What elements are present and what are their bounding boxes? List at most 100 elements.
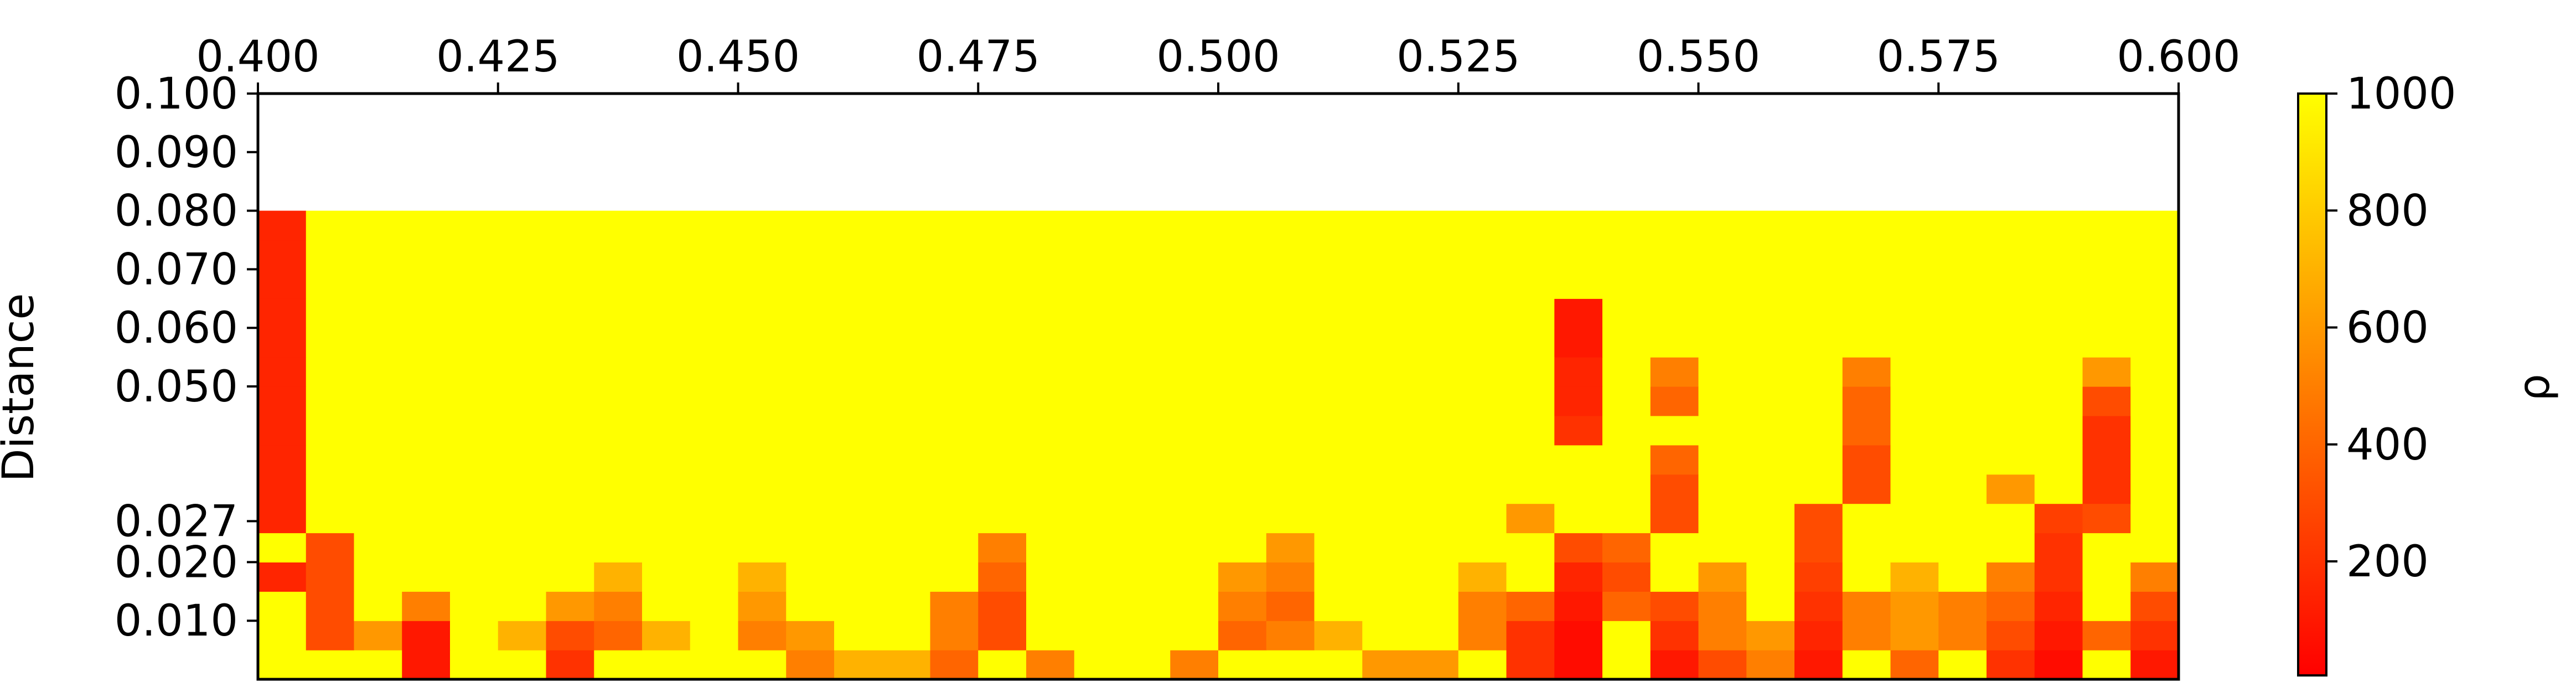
heatmap-cell [258,386,307,416]
heatmap-cell [1842,474,1891,504]
heatmap-cell [1746,328,1795,358]
heatmap-cell [738,386,787,416]
heatmap-cell [1170,328,1219,358]
heatmap-cell [1746,650,1795,680]
heatmap-cell [690,445,739,475]
heatmap-cell [2130,210,2179,241]
heatmap-cell [1650,591,1699,621]
heatmap-cell [1410,562,1459,592]
heatmap-cell [1602,357,1651,387]
heatmap-cell [402,503,451,534]
heatmap-cell [450,621,499,650]
heatmap-cell [786,533,835,562]
heatmap-cell [306,533,355,562]
x-tick-label: 0.400 [196,32,319,82]
y-tick-label: 0.070 [115,245,238,295]
heatmap-cell [2130,621,2179,650]
heatmap-cell [1890,562,1939,592]
colorbar [2297,92,2327,677]
heatmap-cell [738,210,787,241]
heatmap-cell [546,210,594,241]
heatmap-cell [882,591,931,621]
heatmap-cell [258,621,307,650]
heatmap-cell [642,298,691,328]
heatmap-cell [498,503,547,534]
heatmap-cell [1554,298,1603,328]
heatmap-cell [1602,621,1651,650]
heatmap-cell [1218,562,1267,592]
heatmap-cell [546,533,594,562]
heatmap-cell [1410,591,1459,621]
heatmap-cell [1074,415,1123,446]
heatmap-cell [642,328,691,358]
heatmap-cell [1314,503,1363,534]
heatmap-cell [690,240,739,270]
heatmap-cell [1890,533,1939,562]
heatmap-cell [1506,503,1555,534]
heatmap-cell [1170,503,1219,534]
heatmap-cell [1650,533,1699,562]
heatmap-cell [2034,533,2083,562]
heatmap-cell [1218,269,1267,299]
heatmap-cell [1218,415,1267,446]
heatmap-cell [1698,328,1747,358]
heatmap-cell [978,562,1027,592]
heatmap-cell [498,445,547,475]
heatmap-cell [498,240,547,270]
heatmap-cell [1506,298,1555,328]
heatmap-cell [834,562,883,592]
heatmap-cell [594,591,643,621]
heatmap-cell [2082,357,2131,387]
heatmap-cell [1602,533,1651,562]
heatmap-cell [1122,415,1171,446]
heatmap-cell [1410,328,1459,358]
heatmap-cell [450,269,499,299]
heatmap-cell [1122,503,1171,534]
heatmap-cell [594,240,643,270]
heatmap-cell [1362,415,1411,446]
heatmap-cell [306,298,355,328]
heatmap-cell [450,298,499,328]
heatmap-cell [1938,621,1987,650]
heatmap-cell [402,298,451,328]
heatmap-cell [1074,240,1123,270]
heatmap-cell [882,269,931,299]
heatmap-cell [1987,357,2035,387]
heatmap-cell [1410,357,1459,387]
heatmap-cell [1218,298,1267,328]
heatmap-cell [1506,650,1555,680]
heatmap-cell [786,415,835,446]
heatmap-cell [1938,240,1987,270]
heatmap-cell [1506,621,1555,650]
heatmap-cell [546,298,594,328]
heatmap-cell [1602,650,1651,680]
heatmap-cell [1458,445,1507,475]
colorbar-tick-label: 800 [2346,186,2429,236]
heatmap-cell [2130,503,2179,534]
heatmap-cell [1074,357,1123,387]
heatmap-cell [306,269,355,299]
heatmap-cell [1074,386,1123,416]
heatmap-cell [1746,445,1795,475]
heatmap-cell [834,415,883,446]
heatmap-cell [690,298,739,328]
heatmap-cell [1794,269,1843,299]
heatmap-cell [354,210,402,241]
heatmap-cell [2130,415,2179,446]
heatmap-cell [1794,621,1843,650]
heatmap-cell [978,357,1027,387]
heatmap-cell [306,503,355,534]
heatmap-cell [306,328,355,358]
heatmap-cell [1458,357,1507,387]
heatmap-cell [546,503,594,534]
heatmap-cell [1506,474,1555,504]
heatmap-cell [1794,210,1843,241]
heatmap-cell [738,503,787,534]
heatmap-cell [690,386,739,416]
heatmap-cell [2082,503,2131,534]
heatmap-cell [1362,445,1411,475]
heatmap-cell [1938,503,1987,534]
heatmap-cell [402,591,451,621]
heatmap-cell [1506,386,1555,416]
heatmap-cell [882,503,931,534]
